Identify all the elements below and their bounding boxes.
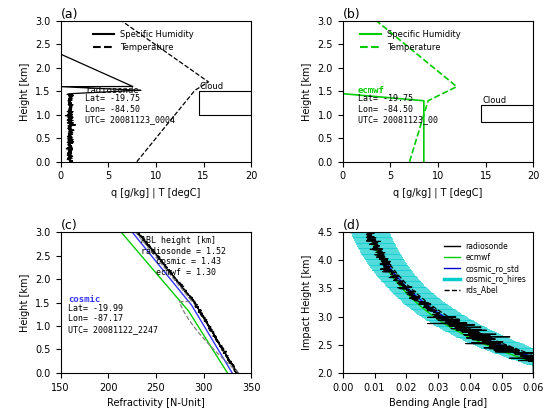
X-axis label: q [g/kg] | T [degC]: q [g/kg] | T [degC] xyxy=(393,187,483,197)
Text: (b): (b) xyxy=(343,8,360,21)
Text: (a): (a) xyxy=(60,8,78,21)
Text: radiosonde: radiosonde xyxy=(85,86,139,95)
Text: Cloud: Cloud xyxy=(200,82,224,91)
Legend: Specific Humidity, Temperature: Specific Humidity, Temperature xyxy=(356,26,464,55)
Text: Lat= -19.75
Lon= -84.50
UTC= 20081123_00: Lat= -19.75 Lon= -84.50 UTC= 20081123_00 xyxy=(358,94,438,124)
Text: Lat= -19.99
Lon= -87.17
UTC= 20081122_2247: Lat= -19.99 Lon= -87.17 UTC= 20081122_22… xyxy=(68,304,158,334)
X-axis label: q [g/kg] | T [degC]: q [g/kg] | T [degC] xyxy=(111,187,201,197)
Text: cosmic: cosmic xyxy=(68,295,101,305)
Text: (d): (d) xyxy=(343,219,360,232)
Legend: Specific Humidity, Temperature: Specific Humidity, Temperature xyxy=(90,26,197,55)
Y-axis label: Height [km]: Height [km] xyxy=(20,273,30,332)
Bar xyxy=(481,106,534,122)
Legend: radiosonde, ecmwf, cosmic_ro_std, cosmic_ro_hires, rds_Abel: radiosonde, ecmwf, cosmic_ro_std, cosmic… xyxy=(441,239,530,297)
Text: ABL height [km]
radiosonde = 1.52
   cosmic = 1.43
   ecmwf = 1.30: ABL height [km] radiosonde = 1.52 cosmic… xyxy=(141,236,226,277)
Y-axis label: Height [km]: Height [km] xyxy=(302,62,312,121)
Y-axis label: Height [km]: Height [km] xyxy=(20,62,30,121)
X-axis label: Refractivity [N-Unit]: Refractivity [N-Unit] xyxy=(107,398,205,408)
Text: Lat= -19.75
Lon= -84.50
UTC= 20081123_0004: Lat= -19.75 Lon= -84.50 UTC= 20081123_00… xyxy=(85,94,175,124)
Bar xyxy=(199,91,251,115)
Text: Cloud: Cloud xyxy=(482,96,506,105)
Text: ecmwf: ecmwf xyxy=(358,86,385,95)
X-axis label: Bending Angle [rad]: Bending Angle [rad] xyxy=(389,398,487,408)
Text: (c): (c) xyxy=(60,219,77,232)
Y-axis label: Impact Height [km]: Impact Height [km] xyxy=(302,255,312,350)
